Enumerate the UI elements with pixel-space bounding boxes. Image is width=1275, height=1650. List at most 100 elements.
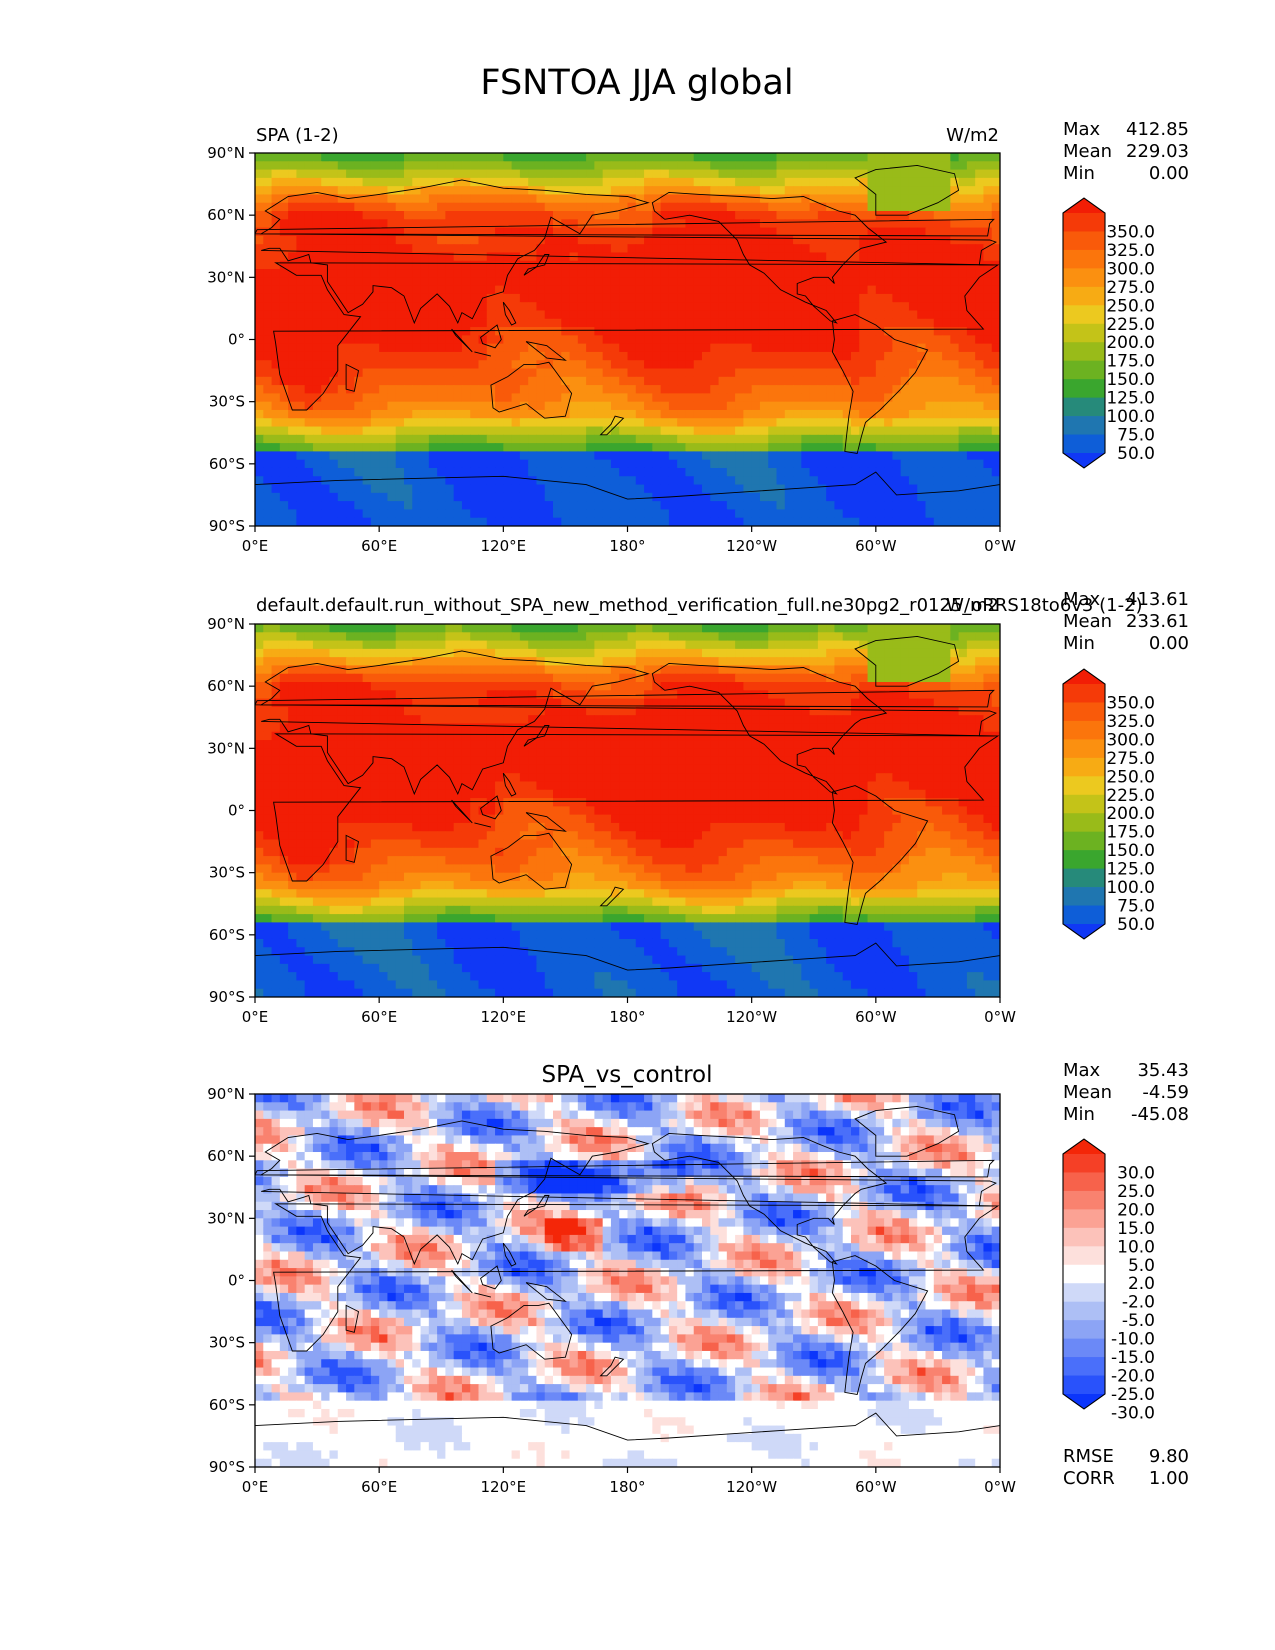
field-cell (255, 401, 264, 411)
field-cell (652, 657, 662, 667)
field-cell (834, 327, 844, 336)
field-cell (867, 343, 877, 353)
field-cell (942, 476, 951, 486)
field-cell (602, 293, 612, 303)
field-cell (379, 624, 389, 633)
field-cell (677, 624, 687, 633)
field-cell (718, 682, 728, 691)
field-cell (884, 501, 893, 511)
field-cell (445, 476, 455, 486)
field-cell (908, 657, 918, 667)
field-cell (478, 690, 488, 700)
field-cell (354, 648, 364, 658)
field-cell (975, 186, 985, 196)
field-cell (495, 467, 504, 477)
field-cell (743, 302, 753, 312)
field-cell (826, 632, 836, 642)
field-cell (321, 409, 331, 419)
field-cell (975, 434, 985, 444)
field-cell (668, 624, 678, 633)
field-cell (884, 293, 893, 303)
field-cell (867, 393, 877, 403)
field-cell (917, 351, 927, 361)
field-cell (991, 484, 1000, 494)
field-cell (693, 673, 703, 683)
field-cell (875, 509, 885, 519)
field-cell (933, 690, 943, 700)
field-cell (395, 186, 405, 196)
field-cell (610, 277, 620, 287)
field-cell (495, 492, 504, 502)
field-cell (610, 476, 620, 486)
field-cell (718, 418, 728, 428)
field-cell (776, 202, 786, 212)
field-cell (370, 509, 380, 519)
field-cell (875, 235, 885, 245)
field-cell (594, 501, 604, 511)
field-cell (594, 401, 604, 411)
field-cell (917, 318, 927, 328)
field-cell (544, 401, 554, 411)
field-cell (735, 169, 744, 179)
field-cell (668, 153, 678, 162)
field-cell (660, 385, 670, 394)
field-cell (809, 640, 819, 650)
field-cell (635, 244, 645, 254)
field-cell (569, 393, 579, 403)
field-cell (635, 360, 645, 370)
field-cell (627, 310, 637, 320)
field-cell (271, 293, 281, 303)
field-cell (644, 252, 653, 262)
field-cell (677, 640, 687, 650)
field-cell (776, 418, 786, 428)
field-cell (950, 227, 960, 237)
field-cell (875, 443, 885, 452)
field-cell (404, 459, 413, 469)
field-cell (966, 293, 976, 303)
field-cell (668, 343, 678, 353)
field-cell (362, 418, 372, 428)
field-cell (412, 509, 422, 519)
field-cell (809, 673, 819, 683)
field-cell (569, 673, 579, 683)
field-cell (312, 648, 322, 658)
field-cell (925, 501, 935, 511)
field-cell (536, 318, 546, 328)
field-cell (925, 211, 935, 220)
field-cell (627, 501, 637, 511)
field-cell (544, 632, 554, 642)
field-cell (296, 169, 306, 179)
field-cell (511, 673, 521, 683)
field-cell (735, 682, 744, 691)
field-cell (553, 385, 562, 394)
field-cell (321, 360, 331, 370)
field-cell (644, 186, 653, 196)
field-cell (544, 509, 554, 519)
coastline-path (854, 164, 960, 216)
field-cell (958, 517, 968, 526)
field-cell (917, 293, 927, 303)
field-cell (370, 657, 380, 667)
field-cell (685, 269, 695, 278)
field-cell (321, 293, 331, 303)
field-cell (544, 293, 554, 303)
field-cell (329, 517, 339, 526)
field-cell (337, 219, 347, 229)
field-cell (735, 227, 744, 237)
field-cell (470, 401, 480, 411)
field-cell (553, 260, 562, 270)
field-cell (726, 665, 736, 675)
colorbar-tick-label: 200.0 (1106, 333, 1155, 353)
field-cell (495, 640, 504, 650)
field-cell (892, 235, 902, 245)
field-cell (337, 169, 347, 179)
field-cell (536, 351, 546, 361)
field-cell (644, 648, 653, 658)
field-cell (470, 459, 480, 469)
field-cell (768, 235, 778, 245)
field-cell (445, 665, 455, 675)
field-cell (470, 153, 480, 162)
field-cell (726, 434, 736, 444)
field-cell (379, 310, 389, 320)
field-cell (983, 169, 993, 179)
